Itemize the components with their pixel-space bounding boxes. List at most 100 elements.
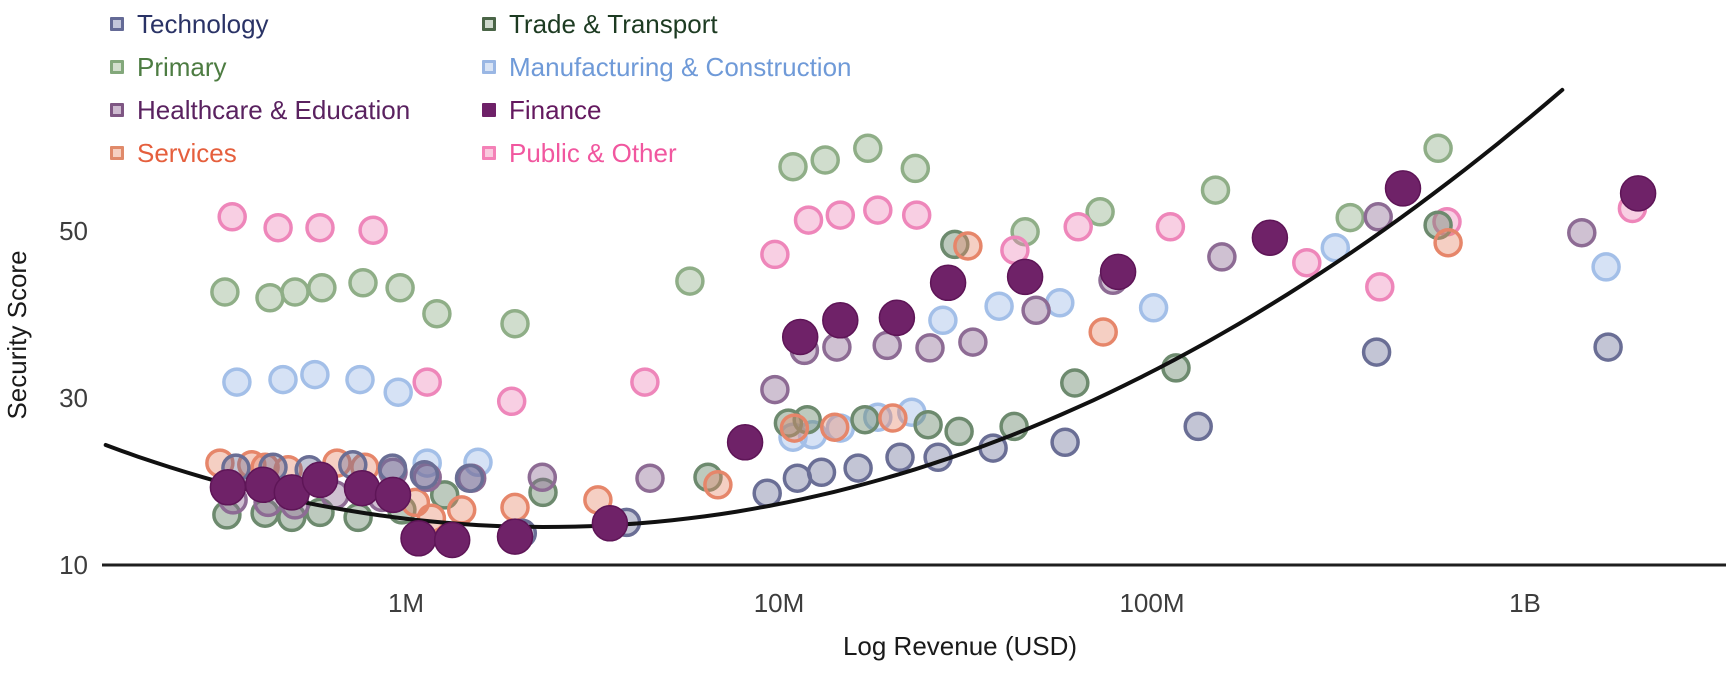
data-point <box>1433 227 1463 258</box>
data-point <box>463 447 493 478</box>
data-point <box>1085 197 1115 227</box>
data-point <box>778 151 808 182</box>
data-point <box>822 302 859 339</box>
data-point <box>953 231 983 261</box>
data-point <box>878 299 916 337</box>
data-point <box>1320 232 1351 263</box>
legend-swatch-technology <box>110 17 124 31</box>
data-point <box>1063 212 1093 242</box>
x-tick-100M: 100M <box>1119 588 1184 618</box>
data-point <box>1207 242 1237 272</box>
data-point <box>1050 427 1080 458</box>
data-point <box>591 505 629 542</box>
y-tick-50: 50 <box>59 216 88 246</box>
data-point <box>307 273 337 303</box>
data-point <box>781 318 819 356</box>
legend-swatch-trade-transport <box>482 17 496 31</box>
data-point <box>850 404 880 435</box>
legend-item-public-other[interactable]: Public & Other <box>482 137 677 169</box>
data-point <box>1099 253 1137 291</box>
legend-item-finance[interactable]: Finance <box>482 94 602 126</box>
data-point <box>385 273 415 303</box>
data-point <box>984 291 1014 321</box>
data-point <box>1567 217 1597 248</box>
legend-item-healthcare-education[interactable]: Healthcare & Education <box>110 94 410 126</box>
data-point <box>819 412 850 442</box>
data-point <box>782 463 813 493</box>
data-point <box>1200 175 1231 205</box>
legend-item-services[interactable]: Services <box>110 137 237 169</box>
data-point <box>958 327 988 357</box>
data-point <box>806 457 837 488</box>
x-tick-1M: 1M <box>388 588 424 618</box>
data-point <box>863 195 893 225</box>
data-point <box>929 264 967 302</box>
legend-label-services: Services <box>137 138 237 168</box>
data-point <box>901 200 932 230</box>
data-point <box>760 239 790 270</box>
data-point <box>1384 170 1422 207</box>
series-primary <box>210 133 1453 339</box>
legend-item-primary[interactable]: Primary <box>110 51 227 83</box>
data-point <box>825 200 856 230</box>
data-point <box>878 403 908 433</box>
legend-item-manufacturing-construction[interactable]: Manufacturing & Construction <box>482 51 852 83</box>
data-point <box>630 367 660 397</box>
data-point <box>268 364 298 395</box>
legend-label-finance: Finance <box>509 95 602 125</box>
data-point <box>944 416 974 447</box>
data-point <box>1183 411 1213 442</box>
data-point <box>345 364 375 395</box>
data-point <box>280 277 310 307</box>
data-point <box>635 463 665 493</box>
data-point <box>383 377 413 407</box>
data-point <box>779 413 810 443</box>
legend-label-manufacturing-construction: Manufacturing & Construction <box>509 52 852 82</box>
data-point <box>1006 258 1044 296</box>
data-point <box>900 153 931 184</box>
series-manufacturing-construction <box>222 232 1621 478</box>
legend-swatch-healthcare-education <box>110 103 124 117</box>
data-point <box>1365 272 1395 302</box>
data-point <box>422 298 452 329</box>
legend-label-technology: Technology <box>137 9 269 39</box>
data-point <box>810 145 840 175</box>
legend-item-technology[interactable]: Technology <box>110 8 269 40</box>
data-point <box>343 469 381 507</box>
data-point <box>1593 332 1623 362</box>
data-point <box>928 305 958 336</box>
data-point <box>374 476 412 514</box>
legend-label-healthcare-education: Healthcare & Education <box>137 95 411 125</box>
data-point <box>500 492 530 523</box>
data-point <box>446 495 477 525</box>
data-point <box>913 409 943 440</box>
data-point <box>1088 317 1118 347</box>
data-point <box>1335 202 1365 233</box>
data-point <box>752 478 782 508</box>
data-point <box>1361 337 1392 367</box>
legend-swatch-primary <box>110 60 124 74</box>
data-point <box>726 424 764 461</box>
y-tick-10: 10 <box>59 550 88 580</box>
data-point <box>703 470 733 500</box>
x-tick-10M: 10M <box>754 588 805 618</box>
data-point <box>263 212 293 243</box>
data-point <box>1155 212 1186 242</box>
data-point <box>496 518 534 555</box>
data-point <box>760 374 790 405</box>
data-point <box>1619 175 1657 212</box>
data-point <box>358 215 388 245</box>
data-point <box>496 386 527 417</box>
data-point <box>255 283 285 313</box>
data-point <box>528 477 558 508</box>
y-tick-30: 30 <box>59 383 88 413</box>
data-point <box>300 359 330 390</box>
legend-item-trade-transport[interactable]: Trade & Transport <box>482 8 718 40</box>
data-point <box>1292 247 1322 278</box>
data-point <box>210 277 240 307</box>
data-point <box>1060 368 1090 398</box>
data-point <box>675 266 705 296</box>
data-point <box>343 502 373 533</box>
data-point <box>1363 202 1393 232</box>
